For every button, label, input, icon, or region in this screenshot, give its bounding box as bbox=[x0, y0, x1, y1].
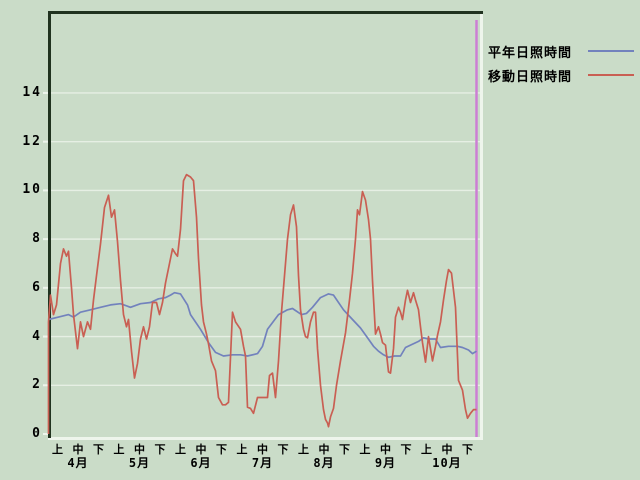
x-tick-label: 下 bbox=[462, 443, 473, 456]
plot-frame-top bbox=[48, 11, 483, 14]
x-tick-label: 上 bbox=[175, 443, 186, 456]
y-axis-label-14: 14 bbox=[22, 84, 42, 100]
x-tick-label: 下 bbox=[277, 443, 289, 456]
x-month-label: 4月 bbox=[67, 456, 89, 470]
y-axis-label-2: 2 bbox=[32, 377, 42, 393]
x-tick-label: 中 bbox=[318, 443, 330, 456]
x-tick-label: 上 bbox=[52, 443, 63, 456]
x-tick-label: 上 bbox=[113, 443, 125, 456]
x-tick-label: 下 bbox=[216, 443, 227, 456]
x-month-label: 5月 bbox=[128, 456, 151, 470]
y-axis-label-0: 0 bbox=[32, 426, 42, 441]
x-tick-label: 下 bbox=[93, 443, 104, 456]
x-month-label: 6月 bbox=[190, 456, 212, 470]
x-tick-label: 中 bbox=[441, 443, 453, 456]
legend-line-moving-icon bbox=[588, 74, 634, 76]
normal-sunshine-line bbox=[48, 291, 477, 359]
plot-edge-right bbox=[480, 11, 483, 440]
y-axis-label-8: 8 bbox=[32, 231, 42, 247]
x-month-label: 9月 bbox=[374, 456, 397, 470]
moving-sunshine-line bbox=[47, 173, 477, 434]
x-tick-label: 中 bbox=[257, 443, 268, 456]
x-tick-label: 下 bbox=[154, 443, 166, 456]
x-month-label: 7月 bbox=[251, 456, 274, 470]
legend-line-normal-icon bbox=[588, 50, 634, 52]
legend-label-normal: 平年日照時間 bbox=[488, 46, 573, 61]
x-tick-label: 下 bbox=[339, 443, 350, 456]
plot-edge-bottom bbox=[48, 437, 483, 440]
x-tick-label: 上 bbox=[421, 443, 432, 456]
x-tick-label: 中 bbox=[72, 443, 84, 456]
x-month-label: 10月 bbox=[432, 456, 462, 470]
y-axis-label-4: 4 bbox=[32, 328, 42, 344]
x-tick-label: 中 bbox=[195, 443, 207, 456]
x-tick-label: 上 bbox=[298, 443, 309, 456]
y-axis-label-12: 12 bbox=[22, 133, 42, 149]
x-month-label: 8月 bbox=[313, 456, 335, 470]
x-tick-label: 中 bbox=[134, 443, 145, 456]
y-axis-label-10: 10 bbox=[22, 182, 42, 198]
plot-frame-left bbox=[48, 11, 51, 438]
x-tick-label: 上 bbox=[236, 443, 248, 456]
x-tick-label: 上 bbox=[359, 443, 371, 456]
legend-label-moving: 移動日照時間 bbox=[488, 70, 573, 85]
x-tick-label: 中 bbox=[380, 443, 391, 456]
y-axis-label-6: 6 bbox=[32, 279, 42, 295]
x-tick-label: 下 bbox=[400, 443, 412, 456]
